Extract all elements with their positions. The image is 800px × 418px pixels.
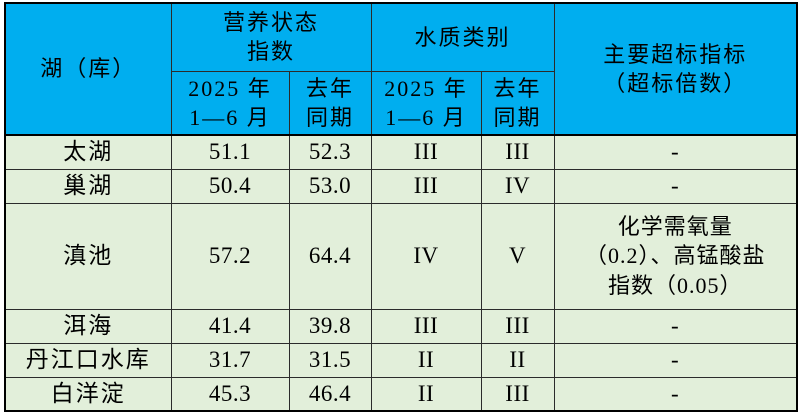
col-header-nutrition-index: 营养状态 指数: [170, 2, 372, 72]
water-class-current: III: [370, 308, 482, 344]
lake-water-quality-table: 湖（库） 营养状态 指数 水质类别 主要超标指标 （超标倍数） 2025 年 1…: [4, 2, 799, 412]
nutrition-index-current: 51.1: [170, 134, 290, 170]
lake-name: 巢湖: [4, 168, 172, 204]
nutrition-index-last: 46.4: [288, 376, 372, 412]
table-row-erhai: 洱海 41.4 39.8 III III -: [4, 308, 798, 344]
subheader-nutrition-period-last: 去年 同期: [288, 70, 372, 136]
water-class-last: II: [480, 342, 555, 378]
water-class-last: III: [480, 376, 555, 412]
water-class-current: II: [370, 376, 482, 412]
table-header: 湖（库） 营养状态 指数 水质类别 主要超标指标 （超标倍数） 2025 年 1…: [4, 2, 798, 136]
nutrition-index-current: 50.4: [170, 168, 290, 204]
table-row-chaohu: 巢湖 50.4 53.0 III IV -: [4, 168, 798, 204]
table-body: 太湖 51.1 52.3 III III - 巢湖 50.4 53.0 III …: [4, 134, 798, 412]
nutrition-index-last: 64.4: [288, 202, 372, 310]
water-class-current: III: [370, 168, 482, 204]
exceed-indicators: -: [553, 342, 798, 378]
col-header-water-class: 水质类别: [370, 2, 555, 72]
lake-name: 洱海: [4, 308, 172, 344]
table-row-dianchi: 滇池 57.2 64.4 IV V 化学需氧量 （0.2）、高锰酸盐 指数（0.…: [4, 202, 798, 310]
water-class-current: II: [370, 342, 482, 378]
nutrition-index-last: 39.8: [288, 308, 372, 344]
water-class-last: III: [480, 134, 555, 170]
water-class-current: III: [370, 134, 482, 170]
water-class-current: IV: [370, 202, 482, 310]
subheader-nutrition-period-current: 2025 年 1—6 月: [170, 70, 290, 136]
water-class-last: V: [480, 202, 555, 310]
nutrition-index-last: 31.5: [288, 342, 372, 378]
lake-name: 太湖: [4, 134, 172, 170]
header-row-periods: 2025 年 1—6 月 去年 同期 2025 年 1—6 月 去年 同期: [5, 70, 797, 136]
exceed-indicators: -: [553, 134, 798, 170]
lake-name: 丹江口水库: [4, 342, 172, 378]
exceed-indicators: -: [553, 308, 798, 344]
table-row-taihu: 太湖 51.1 52.3 III III -: [4, 134, 798, 170]
nutrition-index-current: 41.4: [170, 308, 290, 344]
nutrition-index-current: 31.7: [170, 342, 290, 378]
table-row-baiyangdian: 白洋淀 45.3 46.4 II III -: [4, 376, 798, 412]
nutrition-index-last: 52.3: [288, 134, 372, 170]
col-header-exceed-indicators: 主要超标指标 （超标倍数）: [553, 2, 798, 136]
subheader-class-period-last: 去年 同期: [480, 70, 555, 136]
subheader-class-period-current: 2025 年 1—6 月: [370, 70, 482, 136]
water-class-last: IV: [480, 168, 555, 204]
lake-name: 滇池: [4, 202, 172, 310]
water-class-last: III: [480, 308, 555, 344]
exceed-indicators: 化学需氧量 （0.2）、高锰酸盐 指数（0.05）: [553, 202, 798, 310]
lake-name: 白洋淀: [4, 376, 172, 412]
col-header-lake: 湖（库）: [4, 2, 172, 136]
exceed-indicators: -: [553, 168, 798, 204]
nutrition-index-current: 57.2: [170, 202, 290, 310]
exceed-indicators: -: [553, 376, 798, 412]
header-row-groups: 湖（库） 营养状态 指数 水质类别 主要超标指标 （超标倍数）: [4, 2, 798, 136]
nutrition-index-current: 45.3: [170, 376, 290, 412]
table-row-danjiangkou: 丹江口水库 31.7 31.5 II II -: [4, 342, 798, 378]
nutrition-index-last: 53.0: [288, 168, 372, 204]
